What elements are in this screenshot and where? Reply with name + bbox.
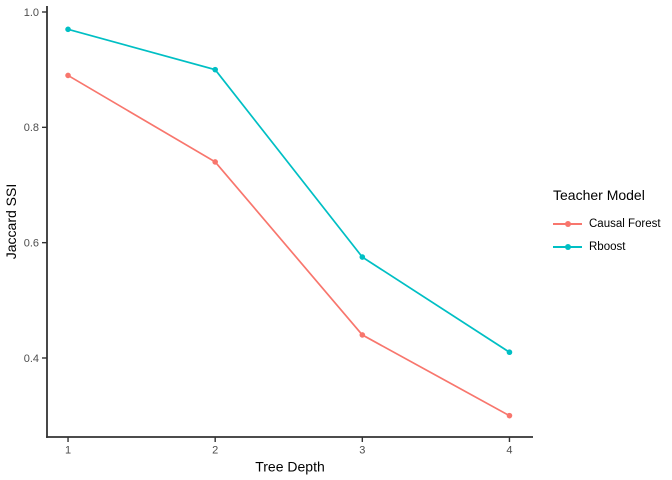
data-point [506, 412, 513, 419]
chart-generated: 1 2 3 4 0.4 0.6 0.8 1.0 [24, 6, 533, 457]
data-point [65, 26, 71, 33]
data-point [212, 66, 218, 73]
data-point [506, 349, 513, 356]
legend-point-icon [564, 243, 571, 250]
x-tick-label: 4 [506, 445, 512, 457]
x-tick-label: 1 [65, 445, 71, 457]
x-tick-label: 3 [359, 445, 365, 457]
y-axis-title: Jaccard SSI [3, 184, 19, 259]
data-point [65, 72, 71, 79]
series-line [67, 74, 510, 417]
x-tick-label: 2 [212, 445, 218, 457]
y-tick-label: 0.4 [24, 353, 39, 365]
legend-point-icon [564, 220, 571, 227]
legend-item-label: Causal Forest [589, 217, 661, 230]
series-line [67, 28, 510, 353]
data-point [359, 332, 366, 338]
data-point [359, 254, 366, 260]
legend: Teacher Model Causal Forest Rboost [553, 187, 661, 258]
data-point [212, 159, 218, 165]
legend-title: Teacher Model [553, 187, 645, 203]
y-tick-label: 1.0 [24, 7, 39, 19]
legend-key-rboost [553, 240, 582, 254]
x-axis-title: Tree Depth [255, 459, 325, 475]
y-tick-label: 0.8 [24, 122, 39, 134]
legend-item-label: Rboost [589, 240, 626, 253]
y-tick-label: 0.6 [24, 238, 39, 250]
legend-item-causal-forest: Causal Forest [553, 212, 661, 235]
legend-item-rboost: Rboost [553, 235, 661, 258]
legend-key-causal-forest [553, 217, 582, 231]
